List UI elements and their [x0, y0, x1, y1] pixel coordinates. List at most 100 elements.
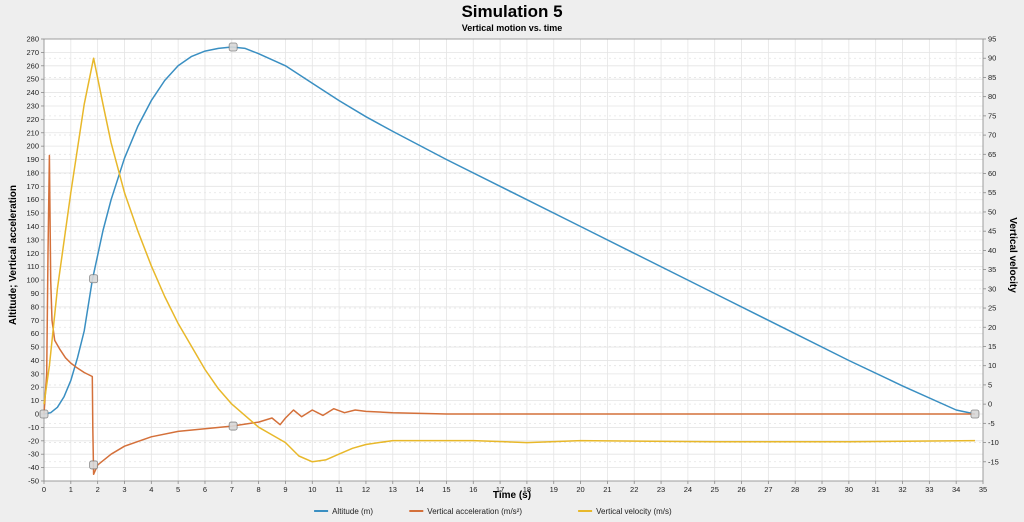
y-left-tick-label: 0 [35, 410, 39, 419]
y-left-tick-label: 170 [26, 182, 39, 191]
y-right-tick-label: 50 [988, 207, 996, 216]
y-right-tick-labels: -15 -10 -5 0 5 10 15 20 25 30 35 40 45 50 55 60 65 70 75 80… [983, 35, 999, 466]
x-tick-label: 17 [496, 485, 504, 494]
y-right-tick-label: 60 [988, 169, 996, 178]
y-left-tick-label: 150 [26, 209, 39, 218]
y-right-tick-label: 65 [988, 150, 996, 159]
x-tick-label: 28 [791, 485, 799, 494]
x-tick-label: 30 [845, 485, 853, 494]
x-tick-label: 2 [96, 485, 100, 494]
x-tick-label: 4 [149, 485, 153, 494]
x-tick-label: 13 [389, 485, 397, 494]
x-tick-label: 8 [257, 485, 261, 494]
y-left-tick-label: 210 [26, 128, 39, 137]
legend-label: Altitude (m) [332, 507, 373, 516]
x-tick-label: 34 [952, 485, 960, 494]
x-tick-label: 3 [122, 485, 126, 494]
y-left-tick-label: 260 [26, 61, 39, 70]
y-left-tick-label: 10 [31, 396, 39, 405]
y-right-tick-label: 30 [988, 284, 996, 293]
x-tick-label: 6 [203, 485, 207, 494]
y-right-tick-label: 90 [988, 54, 996, 63]
plot-area [44, 39, 983, 481]
series-line-1 [43, 154, 975, 476]
y-right-tick-label: 55 [988, 188, 996, 197]
y-right-tick-label: -5 [988, 419, 995, 428]
y-left-tick-label: 60 [31, 329, 39, 338]
chart-subtitle: Vertical motion vs. time [462, 23, 563, 33]
y-right-tick-label: 10 [988, 361, 996, 370]
event-marker [89, 274, 99, 284]
event-marker [228, 42, 238, 52]
y-left-tick-label: 130 [26, 235, 39, 244]
x-axis-label: Time (s) [493, 490, 531, 501]
x-tick-label: 31 [872, 485, 880, 494]
y-left-tick-label: 160 [26, 195, 39, 204]
y-left-tick-label: 80 [31, 302, 39, 311]
x-tick-label: 26 [737, 485, 745, 494]
y-left-tick-label: 90 [31, 289, 39, 298]
y-left-tick-label: -30 [28, 450, 39, 459]
series-line-0 [43, 46, 976, 415]
y-left-tick-label: 230 [26, 101, 39, 110]
y-left-tick-label: 120 [26, 249, 39, 258]
x-tick-label: 12 [362, 485, 370, 494]
plot-border [43, 38, 984, 482]
x-tick-label: 5 [176, 485, 180, 494]
y-right-tick-label: 70 [988, 131, 996, 140]
y-right-axis-label: Vertical velocity [1007, 217, 1018, 293]
x-tick-label: 29 [818, 485, 826, 494]
x-tick-label: 20 [576, 485, 584, 494]
axes [43, 38, 984, 482]
y-right-tick-label: 20 [988, 323, 996, 332]
event-marker [970, 409, 980, 419]
y-left-tick-label: 70 [31, 316, 39, 325]
x-tick-label: 10 [308, 485, 316, 494]
event-marker [39, 409, 49, 419]
y-left-tick-label: 240 [26, 88, 39, 97]
event-markers [39, 42, 980, 470]
x-tick-label: 7 [230, 485, 234, 494]
y-left-tick-label: 20 [31, 383, 39, 392]
x-tick-label: 18 [523, 485, 531, 494]
legend-label: Vertical velocity (m/s) [596, 507, 672, 516]
event-marker [89, 460, 99, 470]
y-right-tick-label: 5 [988, 380, 992, 389]
x-tick-label: 0 [42, 485, 46, 494]
y-right-tick-label: 25 [988, 304, 996, 313]
y-left-tick-label: 110 [27, 262, 39, 271]
x-tick-label: 27 [764, 485, 772, 494]
y-right-tick-label: 80 [988, 92, 996, 101]
x-tick-labels: 0 1 2 3 4 5 6 7 8 9 10 11 12 13 14 15 16 17 18 19 20 21 22 23 24… [42, 481, 987, 494]
y-right-tick-label: 45 [988, 227, 996, 236]
y-right-tick-label: 35 [988, 265, 996, 274]
series-lines [43, 46, 976, 476]
y-left-tick-label: 180 [26, 168, 39, 177]
y-left-tick-label: 140 [26, 222, 39, 231]
y-right-tick-label: 40 [988, 246, 996, 255]
y-left-tick-label: 100 [26, 276, 39, 285]
y-left-tick-labels: -50 -40 -30 -20 -10 0 10 20 30 40 50 60 70 80 90 100 110… [26, 35, 44, 486]
y-left-tick-label: 30 [31, 369, 39, 378]
y-left-tick-label: 250 [26, 75, 39, 84]
y-left-tick-label: 200 [26, 142, 39, 151]
y-left-tick-label: 190 [26, 155, 39, 164]
y-left-tick-label: 220 [26, 115, 39, 124]
x-tick-label: 25 [711, 485, 719, 494]
y-right-tick-label: 15 [988, 342, 996, 351]
y-right-tick-label: 75 [988, 111, 996, 120]
x-tick-label: 1 [69, 485, 73, 494]
y-left-tick-label: 50 [31, 343, 39, 352]
y-right-tick-label: 0 [988, 400, 992, 409]
x-tick-label: 23 [657, 485, 665, 494]
x-tick-label: 24 [684, 485, 692, 494]
y-right-tick-label: 95 [988, 35, 996, 44]
y-left-tick-label: 40 [31, 356, 39, 365]
series-line-2 [43, 57, 976, 463]
y-left-tick-label: -40 [28, 463, 39, 472]
chart-title: Simulation 5 [461, 2, 562, 21]
legend: Altitude (m) Vertical acceleration (m/s²)… [314, 507, 672, 516]
x-tick-label: 32 [898, 485, 906, 494]
x-tick-label: 19 [550, 485, 558, 494]
